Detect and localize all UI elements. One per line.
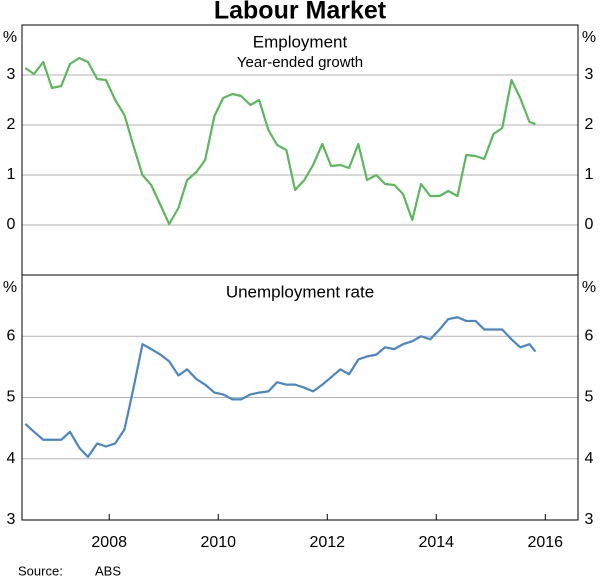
unit-label: % [582,29,596,46]
y2-tick-label: 3 [585,66,594,83]
panel-subtitle: Year-ended growth [237,54,363,71]
y-tick-label: 5 [7,389,16,406]
y2-tick-label: 0 [585,216,594,233]
x-tick-label: 2010 [200,534,236,551]
data-line [24,56,536,226]
data-line [24,316,537,459]
y2-tick-label: 5 [585,389,594,406]
x-tick-label: 2016 [527,534,563,551]
y-tick-label: 4 [7,450,16,467]
y2-tick-label: 1 [585,166,594,183]
y-tick-label: 6 [7,327,16,344]
panel-title: Employment [253,32,348,51]
x-tick-label: 2012 [309,534,345,551]
source-label: Source: [18,563,63,578]
unit-label: % [3,29,17,46]
y2-tick-label: 3 [585,511,594,528]
y-tick-label: 3 [7,66,16,83]
unit-label: % [582,279,596,296]
y-tick-label: 3 [7,511,16,528]
y-tick-label: 2 [7,116,16,133]
y-tick-label: 0 [7,216,16,233]
x-tick-label: 2008 [91,534,127,551]
y2-tick-label: 6 [585,327,594,344]
source: ABS [95,563,121,578]
y-tick-label: 1 [7,166,16,183]
panel-frame [21,274,579,521]
panel-title: Unemployment rate [226,282,374,301]
unit-label: % [3,279,17,296]
y2-tick-label: 4 [585,450,594,467]
y2-tick-label: 2 [585,116,594,133]
chart-title: Labour Market [214,0,387,25]
x-tick-label: 2014 [418,534,454,551]
